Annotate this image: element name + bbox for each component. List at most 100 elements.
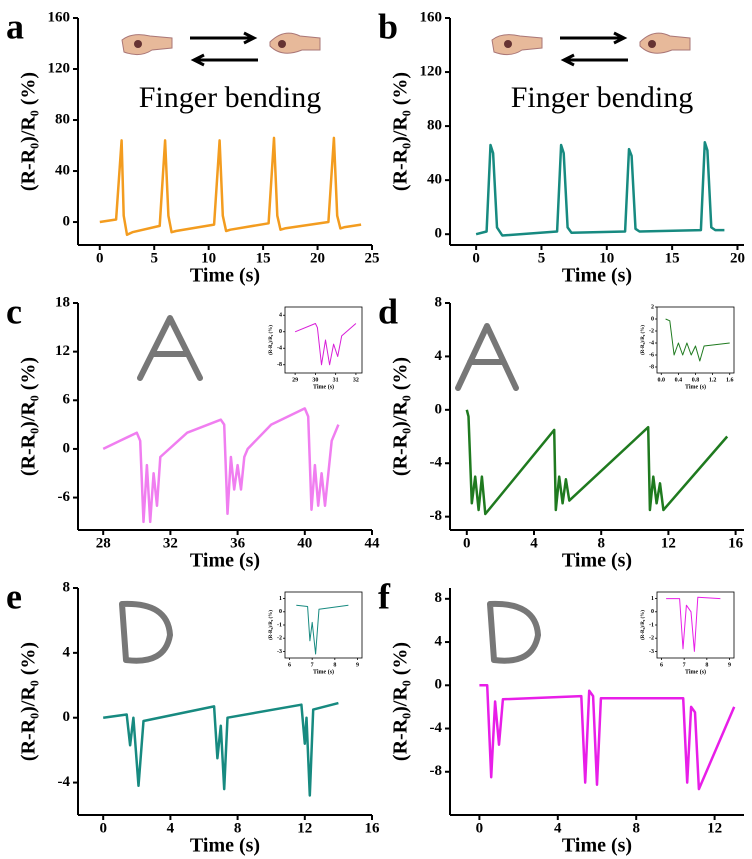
y-tick-label: -8 xyxy=(277,362,282,368)
panel-label: e xyxy=(6,576,22,616)
y-tick-label: 0 xyxy=(63,213,71,229)
y-tick-label: 4 xyxy=(435,633,443,649)
x-tick-label: 12 xyxy=(661,535,676,551)
y-tick-label: -2 xyxy=(649,636,654,642)
y-tick-label: -1 xyxy=(277,622,282,628)
x-tick-label: 16 xyxy=(728,535,744,551)
x-tick-label: 12 xyxy=(707,820,722,836)
data-line xyxy=(465,409,729,516)
y-tick-label: -2 xyxy=(649,328,654,334)
y-tick-label: -4 xyxy=(430,720,443,736)
y-tick-label: -6 xyxy=(58,489,71,505)
x-axis-label: Time (s) xyxy=(562,265,632,287)
x-axis-label: Time (s) xyxy=(685,383,706,390)
y-tick-label: -4 xyxy=(58,774,71,790)
y-tick-label: 0 xyxy=(435,677,443,693)
x-tick-label: 7 xyxy=(683,662,686,668)
y-axis-label: (R-R₀)/R₀ (%) xyxy=(269,610,274,640)
x-tick-label: 4 xyxy=(167,820,175,836)
data-line xyxy=(99,136,362,237)
x-tick-label: 15 xyxy=(256,250,271,266)
letter-d-drawing xyxy=(119,600,173,664)
y-tick-label: -1 xyxy=(649,622,654,628)
x-tick-label: 29 xyxy=(292,377,298,383)
y-tick-label: 40 xyxy=(427,172,442,188)
letter-d-drawing xyxy=(487,600,541,664)
y-tick-label: -4 xyxy=(277,346,282,352)
x-tick-label: 0 xyxy=(96,250,104,266)
x-tick-label: 8 xyxy=(705,662,708,668)
data-line xyxy=(103,701,339,797)
x-tick-label: 8 xyxy=(234,820,242,836)
y-tick-label: -4 xyxy=(649,340,654,346)
data-line xyxy=(294,323,357,366)
inset-frame xyxy=(656,306,735,374)
y-axis-label: (R-R₀)/R₀ (%) xyxy=(390,357,412,476)
y-tick-label: -3 xyxy=(649,649,654,655)
y-tick-label: 4 xyxy=(279,313,282,319)
y-tick-label: 0 xyxy=(651,609,654,615)
y-tick-label: 160 xyxy=(48,9,71,25)
y-tick-label: -8 xyxy=(430,763,443,779)
x-axis-label: Time (s) xyxy=(190,265,260,287)
x-tick-label: 8 xyxy=(333,662,336,668)
x-tick-label: 16 xyxy=(365,820,381,836)
y-tick-label: 8 xyxy=(63,579,71,595)
x-tick-label: 5 xyxy=(538,250,546,266)
inset-frame xyxy=(284,591,363,659)
x-tick-label: 10 xyxy=(201,250,216,266)
x-tick-label: 44 xyxy=(365,535,381,551)
x-tick-label: 4 xyxy=(530,535,538,551)
x-tick-label: 32 xyxy=(353,377,359,383)
y-tick-label: 120 xyxy=(48,60,71,76)
data-line xyxy=(296,604,349,655)
y-tick-label: 6 xyxy=(63,392,71,408)
y-tick-label: 8 xyxy=(435,590,443,606)
annotation: Finger bending xyxy=(511,81,693,114)
y-axis-label: (R-R₀)/R₀ (%) xyxy=(641,610,646,640)
x-tick-label: 30 xyxy=(312,377,318,383)
y-tick-label: 0 xyxy=(63,440,71,456)
hand-icons-a xyxy=(121,31,321,67)
x-tick-label: 6 xyxy=(660,662,663,668)
y-tick-label: 40 xyxy=(55,162,70,178)
x-tick-label: 32 xyxy=(163,535,178,551)
annotation: Finger bending xyxy=(139,81,321,114)
x-tick-label: 10 xyxy=(599,250,614,266)
x-tick-label: 25 xyxy=(365,250,380,266)
x-tick-label: 4 xyxy=(554,820,562,836)
x-tick-label: 1.6 xyxy=(726,377,734,383)
y-tick-label: 0 xyxy=(435,226,443,242)
x-tick-label: 40 xyxy=(297,535,312,551)
y-tick-label: -4 xyxy=(430,455,443,471)
x-tick-label: 20 xyxy=(310,250,325,266)
x-tick-label: 0.8 xyxy=(692,377,700,383)
y-tick-label: -6 xyxy=(649,352,654,358)
y-tick-label: -8 xyxy=(430,508,443,524)
y-tick-label: -2 xyxy=(277,636,282,642)
y-tick-label: -8 xyxy=(649,364,654,370)
inset-frame xyxy=(656,591,735,659)
letter-a-drawing xyxy=(137,315,203,381)
panel-label: f xyxy=(378,576,391,616)
y-tick-label: 0 xyxy=(651,316,654,322)
y-axis-label: (R-R₀)/R₀ (%) xyxy=(390,72,412,191)
y-tick-label: 2 xyxy=(651,304,654,310)
x-axis-label: Time (s) xyxy=(685,668,706,675)
panel-label: c xyxy=(6,291,22,331)
x-tick-label: 6 xyxy=(288,662,291,668)
x-tick-label: 0 xyxy=(99,820,107,836)
letter-a-drawing xyxy=(455,323,519,391)
panel-label: d xyxy=(378,291,398,331)
x-tick-label: 7 xyxy=(311,662,314,668)
inset-frame xyxy=(284,306,363,374)
y-tick-label: 1 xyxy=(651,596,654,602)
data-line xyxy=(479,684,736,791)
x-axis-label: Time (s) xyxy=(313,383,334,390)
x-tick-label: 0 xyxy=(463,535,471,551)
y-tick-label: 1 xyxy=(279,596,282,602)
x-tick-label: 0 xyxy=(476,820,484,836)
y-axis-label: (R-R₀)/R₀ (%) xyxy=(18,642,40,761)
x-tick-label: 5 xyxy=(150,250,158,266)
